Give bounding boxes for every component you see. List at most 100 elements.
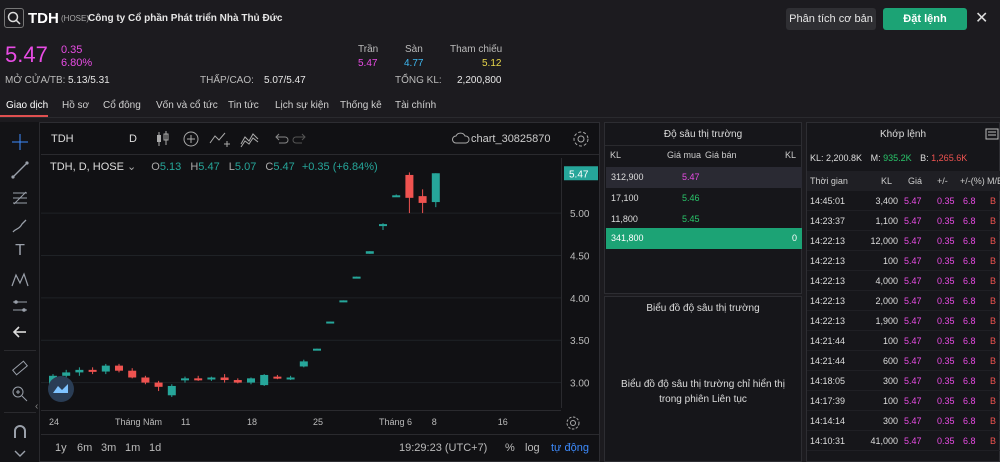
tab-profile[interactable]: Hồ sơ (62, 100, 90, 111)
match-price: 5.47 (904, 416, 922, 426)
add-indicator-icon[interactable] (181, 129, 201, 152)
zoom-in-icon[interactable] (10, 384, 30, 404)
chart-name[interactable]: chart_30825870 (471, 133, 551, 145)
x-tick-label: Tháng Năm (115, 417, 162, 427)
axis-settings-icon[interactable] (565, 415, 581, 434)
match-row: 14:22:13 12,000 5.47 0.35 6.8 B (807, 231, 1000, 251)
legend-high-label: H (190, 161, 199, 173)
match-change-pct: 6.8 (963, 296, 976, 306)
match-volume: 100 (882, 396, 898, 406)
tradingview-logo[interactable] (48, 376, 74, 402)
candle-body (365, 251, 374, 254)
candle (418, 189, 427, 214)
tab-trading[interactable]: Giao dịch (6, 100, 49, 111)
legend-open: 5.13 (159, 161, 182, 173)
x-tick-label: 24 (49, 417, 59, 427)
match-change: 0.35 (937, 356, 955, 366)
match-price: 5.47 (904, 256, 922, 266)
match-volume: 600 (882, 356, 898, 366)
range-6m[interactable]: 6m (77, 442, 93, 454)
pattern-icon[interactable] (10, 270, 30, 290)
back-arrow-icon[interactable] (10, 322, 30, 342)
tab-news[interactable]: Tin tức (228, 100, 259, 111)
match-summary: KL: 2,200.8K M: 935.2K B: 1,265.6K (810, 153, 967, 163)
percent-toggle[interactable]: % (505, 442, 515, 454)
chart-container (0, 122, 600, 462)
match-change-pct: 6.8 (963, 316, 976, 326)
price-axis[interactable]: 5.00 4.50 4.00 3.50 3.00 5.47 (561, 158, 599, 408)
depth-row[interactable]: 17,100 5.46 (606, 188, 802, 209)
open-ref-label: MỞ CỬA/TB: (5, 75, 66, 86)
indicators-icon[interactable] (239, 129, 261, 152)
range-1d[interactable]: 1d (149, 442, 162, 454)
current-price: 5.47 (5, 42, 48, 67)
floor-value: 4.77 (404, 58, 424, 69)
magnet-icon[interactable] (10, 422, 30, 442)
time-axis[interactable]: 24 Tháng Năm 11 18 25 Tháng 6 8 16 (41, 410, 561, 430)
range-1y[interactable]: 1y (55, 442, 67, 454)
cloud-icon[interactable] (451, 129, 471, 152)
legend-dropdown-icon[interactable]: ⌄ (123, 161, 140, 173)
depth-chart-title: Biểu đồ độ sâu thị trường (646, 303, 760, 314)
match-price: 5.47 (904, 376, 922, 386)
search-icon[interactable] (4, 8, 24, 28)
match-side: B (990, 336, 997, 346)
candle (392, 194, 401, 198)
candle-body (260, 374, 269, 386)
tab-financials[interactable]: Tài chính (395, 100, 437, 111)
candle (273, 374, 282, 380)
match-change-pct: 6.8 (963, 376, 976, 386)
candle (326, 321, 335, 324)
auto-scale-toggle[interactable]: tự động (551, 442, 589, 454)
candle-body (181, 378, 189, 381)
depth-row[interactable]: 11,800 5.45 (606, 209, 802, 230)
tab-events[interactable]: Lịch sự kiện (275, 100, 329, 111)
match-price: 5.47 (904, 396, 922, 406)
order-match-title: Khớp lệnh (879, 129, 927, 140)
price-change: 0.35 (61, 44, 83, 56)
close-icon[interactable]: ✕ (975, 10, 989, 27)
depth-row[interactable]: 312,900 5.47 (606, 167, 802, 188)
fib-tool-icon[interactable] (10, 188, 30, 208)
open-ref-value: 5.13/5.31 (68, 75, 110, 86)
match-price: 5.47 (904, 196, 922, 206)
tab-shareholders[interactable]: Cổ đông (103, 100, 141, 111)
undo-icon[interactable] (271, 129, 289, 152)
redo-icon[interactable] (292, 129, 310, 152)
match-change-pct: 6.8 (963, 396, 976, 406)
range-1m[interactable]: 1m (125, 442, 141, 454)
brush-icon[interactable] (10, 216, 30, 236)
text-tool-icon[interactable]: T (15, 242, 25, 259)
chevron-down-icon[interactable] (10, 444, 30, 462)
tab-capital-dividend[interactable]: Vốn và cổ tức (156, 100, 218, 111)
candlestick-plot[interactable] (41, 158, 561, 408)
tab-statistics[interactable]: Thống kê (340, 100, 382, 111)
match-change: 0.35 (937, 216, 955, 226)
match-price: 5.47 (904, 436, 922, 446)
match-time: 14:45:01 (810, 196, 846, 206)
log-toggle[interactable]: log (525, 442, 540, 454)
candle (207, 376, 216, 381)
expand-icon[interactable] (985, 128, 999, 143)
range-3m[interactable]: 3m (101, 442, 117, 454)
candle-body (62, 372, 71, 376)
match-row: 14:22:13 4,000 5.47 0.35 6.8 B (807, 271, 1000, 291)
match-change-pct: 6.8 (963, 256, 976, 266)
candle-body (247, 378, 255, 383)
place-order-button[interactable]: Đặt lệnh (883, 8, 967, 30)
collapse-toolbar-icon[interactable]: ‹ (35, 401, 39, 412)
trend-line-icon[interactable] (10, 160, 30, 180)
prediction-icon[interactable] (10, 296, 30, 316)
match-time: 14:18:05 (810, 376, 846, 386)
chart-symbol-input[interactable]: TDH (51, 133, 74, 145)
gear-icon[interactable] (571, 129, 591, 152)
interval-selector[interactable]: D (129, 133, 137, 145)
candle (194, 375, 203, 381)
candle-body (141, 377, 150, 383)
crosshair-icon[interactable] (10, 132, 30, 152)
compare-icon[interactable] (208, 129, 232, 152)
analysis-button[interactable]: Phân tích cơ bản (786, 8, 876, 30)
match-side: B (990, 296, 997, 306)
ruler-icon[interactable] (10, 358, 30, 378)
candle-type-icon[interactable] (154, 129, 172, 152)
